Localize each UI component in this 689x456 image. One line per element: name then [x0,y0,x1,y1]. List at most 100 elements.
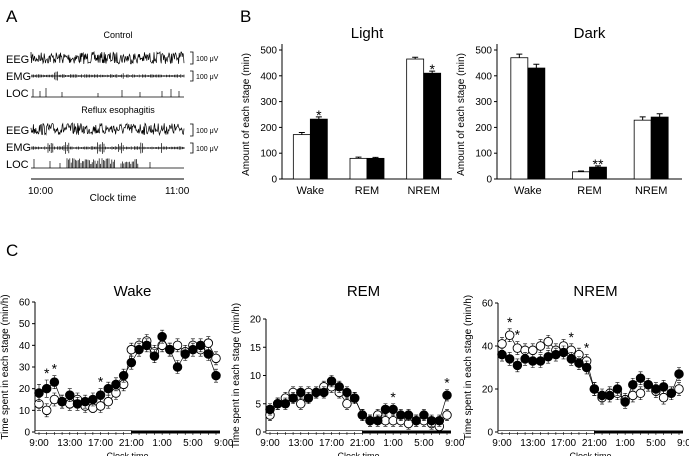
x-tick-label: 21:00 [350,438,375,449]
x-tick-label: 21:00 [582,438,607,449]
y-tick-label: 300 [260,97,277,108]
control-point [203,338,214,348]
reflux-point [296,387,306,398]
y-tick-label: 20 [482,385,494,396]
category-label: Wake [296,185,324,197]
x-axis-label: Clock time [569,451,611,456]
y-tick-label: 300 [475,97,492,108]
chart-title: Wake [114,283,152,300]
x-tick-label: 17:00 [319,438,344,449]
scale-bar-emg-reflux: 100 μV [190,142,219,154]
loc-trace-reflux [31,158,184,169]
reflux-point [180,349,190,359]
significance-marker: * [507,314,513,330]
bar [292,134,311,180]
y-tick-label: 400 [260,71,277,82]
bar [633,119,652,180]
error-bar [533,63,540,69]
reflux-point [72,399,83,409]
significance-marker: * [429,61,435,77]
control-point [211,353,221,364]
significance-marker: * [569,329,575,345]
light-period-bar [497,430,595,434]
scale-label: 100 μV [196,74,219,81]
reflux-point [442,390,452,401]
y-tick-label: 15 [250,343,262,354]
reflux-point [643,379,653,390]
category-label: NREM [407,185,439,197]
bar-chart-light: Light 0 100 200 300 400 500 Amount of each stag… [241,25,452,197]
y-tick-label: 60 [482,299,494,310]
y-tick-label: 0 [271,175,277,186]
error-bar [315,116,322,120]
reflux-point [326,376,337,386]
y-tick-label: 200 [260,123,277,134]
y-tick-label: 400 [475,71,492,82]
scale-label: 100 μV [196,56,219,63]
reflux-point [319,387,329,398]
y-tick-label: 10 [250,371,262,382]
reflux-point [280,399,291,409]
reflux-point [265,404,275,415]
control-point [535,341,546,351]
x-tick-label: 5:00 [183,438,203,449]
x-tick-label: 5:00 [414,438,434,449]
reflux-point [566,354,577,364]
reflux-point [604,390,615,401]
dark-period-bar [594,430,683,434]
reflux-point [41,383,52,394]
y-tick-label: 50 [19,319,31,330]
control-point [442,410,452,420]
control-point [628,390,638,401]
panel-a: A Control Reflux esophagitis EEG EMG LOC… [6,7,219,204]
error-bar [595,165,601,168]
reflux-point [372,415,383,426]
x-axis-label: Clock time [337,451,379,456]
error-bar [578,170,584,172]
reflux-point [349,393,360,403]
reflux-point [126,357,137,368]
scale-label: 100 μV [196,146,219,153]
reflux-point [504,354,515,364]
error-bar [355,156,362,159]
loc-label-reflux: LOC [6,159,29,171]
x-tick-label: 17:00 [551,438,576,449]
reflux-point [658,382,669,392]
line-chart-wake: Wake 0 10 20 30 40 50 60 Time spent in each stag… [0,283,234,456]
x-axis-label: Clock time [106,451,148,456]
error-bar [656,113,663,118]
reflux-point [303,393,314,403]
reflux-point [134,344,144,355]
y-axis-label: Time spent in each stage (min/h) [231,303,242,448]
bar [349,157,368,180]
significance-marker: * [390,389,396,405]
reflux-point [512,360,523,371]
error-bar [429,70,436,74]
reflux-point [574,358,584,368]
x-tick-label: 17:00 [88,438,113,449]
trace-x-end: 11:00 [165,186,190,197]
reflux-point [103,383,114,394]
eeg-label-reflux: EEG [6,125,29,137]
reflux-point [543,352,553,362]
control-point [49,394,60,405]
reflux-point [497,349,507,360]
control-point [95,401,106,411]
trace-x-label: Clock time [90,193,137,204]
reflux-point [49,377,60,387]
y-axis-label: Time spent in each stage (min/h) [0,294,11,439]
emg-label-reflux: EMG [6,142,31,154]
y-tick-label: 0 [486,175,492,186]
reflux-point [635,373,646,384]
reflux-point [388,404,398,415]
x-tick-label: 1:00 [383,438,403,449]
reflux-point [520,354,530,364]
y-tick-label: 200 [475,123,492,134]
control-point [635,388,646,399]
y-tick-label: 10 [19,406,31,417]
line-chart-nrem: NREM 0 20 40 60 Time spent in each stage (min… [463,283,689,456]
reflux-point [65,390,75,400]
reflux-point [203,349,214,359]
scale-bar-eeg-control: 100 μV [190,51,219,65]
y-tick-label: 0 [255,428,261,439]
